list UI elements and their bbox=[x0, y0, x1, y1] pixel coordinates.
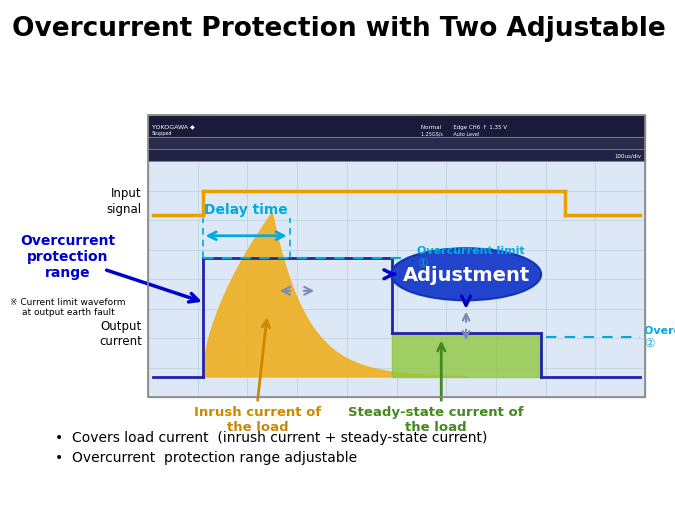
Text: •  Overcurrent  protection range adjustable: • Overcurrent protection range adjustabl… bbox=[55, 450, 357, 464]
Text: ①: ① bbox=[417, 256, 428, 269]
Text: Adjustment: Adjustment bbox=[402, 265, 530, 284]
Text: Overcurrent
protection
range: Overcurrent protection range bbox=[20, 234, 115, 280]
Text: •  Covers load current  (inrush current + steady-state current): • Covers load current (inrush current + … bbox=[55, 430, 487, 444]
Text: YOKOGAWA ◆: YOKOGAWA ◆ bbox=[152, 124, 195, 129]
Text: 100us/div: 100us/div bbox=[614, 153, 641, 158]
Polygon shape bbox=[392, 333, 541, 377]
Bar bbox=[148, 116, 645, 138]
Text: Inrush current of
the load: Inrush current of the load bbox=[194, 405, 321, 433]
Bar bbox=[148, 149, 645, 162]
Bar bbox=[148, 116, 645, 397]
Ellipse shape bbox=[391, 249, 541, 300]
Text: Overcurrent limit: Overcurrent limit bbox=[644, 325, 675, 335]
Text: Normal       Edge CH6  f  1.35 V: Normal Edge CH6 f 1.35 V bbox=[421, 124, 508, 129]
Bar bbox=[148, 116, 645, 397]
Text: Delay time: Delay time bbox=[205, 203, 288, 216]
Polygon shape bbox=[202, 214, 466, 377]
Text: Overcurrent limit: Overcurrent limit bbox=[417, 245, 525, 255]
Text: Output
current: Output current bbox=[99, 319, 142, 347]
Text: Overcurrent Protection with Two Adjustable Levels: Overcurrent Protection with Two Adjustab… bbox=[12, 16, 675, 42]
Text: Input
signal: Input signal bbox=[107, 187, 142, 215]
Text: Stopped: Stopped bbox=[152, 131, 173, 136]
Bar bbox=[148, 138, 645, 149]
Text: Steady-state current of
the load: Steady-state current of the load bbox=[348, 405, 524, 433]
Text: ※ Current limit waveform
at output earth fault: ※ Current limit waveform at output earth… bbox=[10, 297, 126, 316]
Text: ②: ② bbox=[644, 336, 655, 349]
Text: 1.25GS/s       Auto Level: 1.25GS/s Auto Level bbox=[421, 131, 480, 136]
